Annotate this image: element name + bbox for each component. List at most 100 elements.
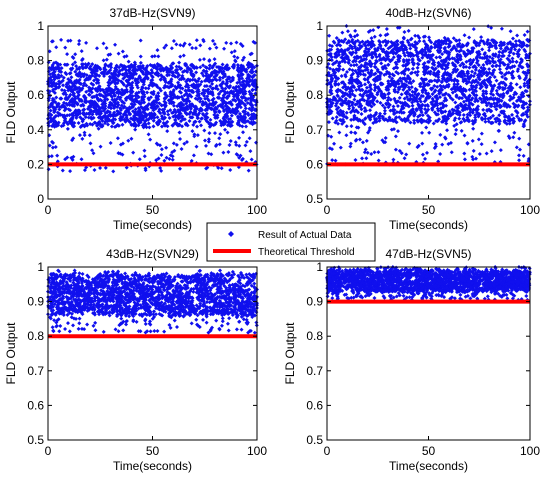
- data-point: [220, 62, 225, 67]
- data-point: [212, 57, 217, 62]
- data-point: [243, 143, 248, 148]
- data-point: [206, 139, 211, 144]
- data-point: [201, 63, 206, 68]
- data-point: [202, 138, 207, 143]
- data-point: [224, 40, 229, 45]
- data-point: [98, 88, 103, 93]
- data-point: [246, 168, 251, 173]
- data-point: [177, 166, 182, 171]
- data-point: [86, 92, 91, 97]
- data-point: [151, 124, 156, 129]
- data-point: [146, 132, 151, 137]
- data-point: [98, 165, 103, 170]
- data-point: [159, 124, 164, 129]
- data-point: [97, 84, 102, 89]
- data-point: [124, 97, 129, 102]
- data-point: [174, 42, 179, 47]
- data-point: [248, 52, 253, 57]
- data-point: [59, 73, 64, 78]
- data-point: [228, 84, 233, 89]
- data-point: [197, 111, 202, 116]
- data-point: [83, 115, 88, 120]
- x-tick-label: 0: [45, 203, 52, 217]
- data-point: [103, 110, 108, 115]
- data-point: [84, 40, 89, 45]
- data-point: [84, 121, 89, 126]
- data-point: [238, 153, 243, 158]
- data-point: [240, 58, 245, 63]
- data-point: [197, 57, 202, 62]
- data-point: [206, 103, 211, 108]
- data-point: [213, 77, 218, 82]
- data-point: [194, 70, 199, 75]
- data-point: [235, 114, 240, 119]
- data-point: [152, 54, 157, 59]
- data-point: [174, 70, 179, 75]
- data-point: [163, 92, 168, 97]
- data-point: [53, 145, 58, 150]
- data-point: [221, 150, 226, 155]
- data-point: [195, 124, 200, 129]
- y-tick-label: 1: [316, 19, 323, 33]
- data-point: [251, 39, 256, 44]
- data-point: [65, 126, 70, 131]
- data-point: [228, 167, 233, 172]
- data-point: [98, 144, 103, 149]
- data-point: [146, 121, 151, 126]
- data-point: [170, 123, 175, 128]
- data-point: [82, 130, 87, 135]
- data-point: [213, 115, 218, 120]
- data-point: [65, 122, 70, 127]
- data-point: [167, 156, 172, 161]
- data-point: [205, 94, 210, 99]
- data-point: [193, 46, 198, 51]
- data-point: [216, 92, 221, 97]
- data-point: [203, 143, 208, 148]
- data-point: [178, 43, 183, 48]
- subplot-2: 0.50.60.70.80.910 50 10040dB-Hz(SVN6)Time(…: [283, 6, 540, 232]
- data-point: [194, 79, 199, 84]
- data-point: [208, 117, 213, 122]
- data-point: [194, 38, 199, 43]
- data-point: [90, 62, 95, 67]
- data-point: [101, 41, 106, 46]
- data-point: [155, 48, 160, 53]
- data-point: [209, 106, 214, 111]
- data-point: [103, 62, 108, 67]
- data-point: [244, 67, 249, 72]
- data-point: [50, 145, 55, 150]
- data-point: [127, 105, 132, 110]
- data-point: [226, 149, 231, 154]
- data-point: [152, 115, 157, 120]
- data-point: [191, 63, 196, 68]
- data-point: [165, 119, 170, 124]
- y-tick-label: 0.8: [306, 88, 323, 102]
- data-point: [250, 75, 255, 80]
- data-point: [207, 131, 212, 136]
- data-point: [137, 157, 142, 162]
- data-point: [194, 89, 199, 94]
- data-point: [170, 110, 175, 115]
- data-point: [109, 124, 114, 129]
- y-tick-label: 0.5: [306, 192, 323, 206]
- x-tick-label: 100: [247, 203, 267, 217]
- data-point: [120, 49, 125, 54]
- data-point: [92, 78, 97, 83]
- data-point: [61, 123, 66, 128]
- data-point: [68, 38, 73, 43]
- data-point: [206, 151, 211, 156]
- y-tick-label: 0.7: [306, 123, 323, 137]
- data-point: [88, 141, 93, 146]
- data-point: [204, 84, 209, 89]
- data-point: [174, 64, 179, 69]
- data-point: [107, 74, 112, 79]
- data-point: [171, 141, 176, 146]
- data-point: [143, 86, 148, 91]
- data-point: [181, 117, 186, 122]
- data-point: [80, 62, 85, 67]
- data-point: [50, 139, 55, 144]
- data-point: [172, 107, 177, 112]
- data-point: [235, 80, 240, 85]
- data-point: [180, 73, 185, 78]
- data-point: [111, 169, 116, 174]
